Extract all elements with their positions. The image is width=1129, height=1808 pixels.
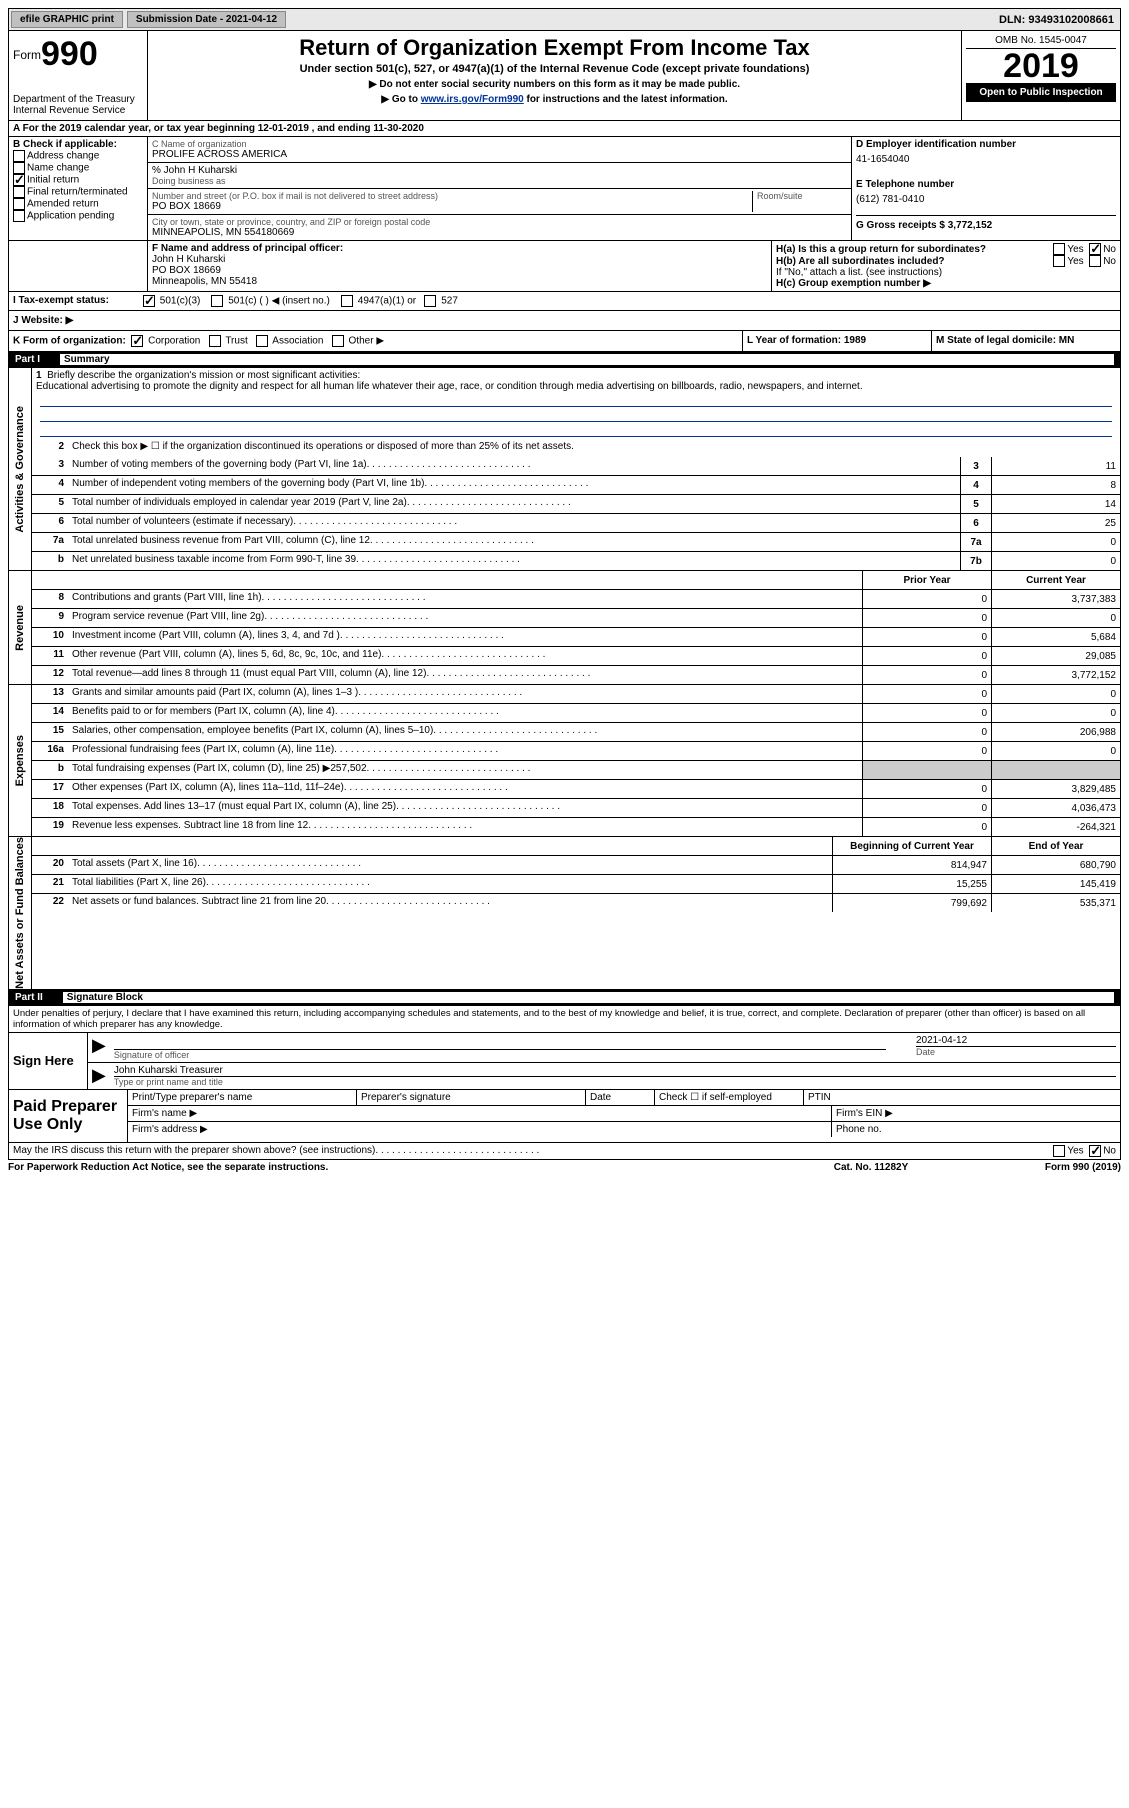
table-row: b Total fundraising expenses (Part IX, c… [32,761,1120,780]
line-a: A For the 2019 calendar year, or tax yea… [8,121,1121,137]
form-header: Form990 Department of the Treasury Inter… [8,31,1121,121]
table-row: 14 Benefits paid to or for members (Part… [32,704,1120,723]
dept-treasury: Department of the Treasury [13,94,143,105]
table-row: 7a Total unrelated business revenue from… [32,533,1120,552]
top-bar: efile GRAPHIC print Submission Date - 20… [8,8,1121,31]
table-row: 4 Number of independent voting members o… [32,476,1120,495]
table-row: 12 Total revenue—add lines 8 through 11 … [32,666,1120,684]
instr-ssn: ▶ Do not enter social security numbers o… [152,79,957,90]
signature-block: Under penalties of perjury, I declare th… [8,1006,1121,1090]
table-row: 10 Investment income (Part VIII, column … [32,628,1120,647]
dln: DLN: 93493102008661 [999,14,1118,26]
table-row: 9 Program service revenue (Part VIII, li… [32,609,1120,628]
website-row: J Website: ▶ [8,311,1121,331]
table-row: 3 Number of voting members of the govern… [32,457,1120,476]
instr-link: ▶ Go to www.irs.gov/Form990 for instruct… [152,94,957,105]
net-assets-section: Net Assets or Fund Balances Beginning of… [8,837,1121,990]
section-b: B Check if applicable: Address change Na… [9,137,147,240]
irs-discuss-row: May the IRS discuss this return with the… [8,1143,1121,1160]
table-row: 16a Professional fundraising fees (Part … [32,742,1120,761]
table-row: 17 Other expenses (Part IX, column (A), … [32,780,1120,799]
irs-label: Internal Revenue Service [13,105,143,116]
k-l-m-row: K Form of organization: Corporation Trus… [8,331,1121,352]
section-c: C Name of organization PROLIFE ACROSS AM… [147,137,852,240]
submission-date: Submission Date - 2021-04-12 [127,11,286,28]
table-row: 18 Total expenses. Add lines 13–17 (must… [32,799,1120,818]
table-row: 20 Total assets (Part X, line 16) 814,94… [32,856,1120,875]
part2-header: Part II Signature Block [8,990,1121,1006]
form990-link[interactable]: www.irs.gov/Form990 [421,94,524,105]
table-row: 19 Revenue less expenses. Subtract line … [32,818,1120,836]
paid-preparer-block: Paid Preparer Use Only Print/Type prepar… [8,1090,1121,1143]
efile-label: efile GRAPHIC print [11,11,123,28]
table-row: 8 Contributions and grants (Part VIII, l… [32,590,1120,609]
table-row: 6 Total number of volunteers (estimate i… [32,514,1120,533]
table-row: 5 Total number of individuals employed i… [32,495,1120,514]
table-row: 15 Salaries, other compensation, employe… [32,723,1120,742]
revenue-section: Revenue Prior Year Current Year 8 Contri… [8,571,1121,685]
open-inspection: Open to Public Inspection [966,83,1116,102]
form-label: Form990 [13,35,143,74]
table-row: 11 Other revenue (Part VIII, column (A),… [32,647,1120,666]
form-title: Return of Organization Exempt From Incom… [152,35,957,61]
officer-h-block: F Name and address of principal officer:… [8,241,1121,292]
part1-header: Part I Summary [8,352,1121,368]
tax-status-row: I Tax-exempt status: 501(c)(3) 501(c) ( … [8,292,1121,311]
expenses-section: Expenses 13 Grants and similar amounts p… [8,685,1121,837]
table-row: 22 Net assets or fund balances. Subtract… [32,894,1120,912]
tax-year: 2019 [966,49,1116,83]
section-deg: D Employer identification number 41-1654… [852,137,1120,240]
table-row: b Net unrelated business taxable income … [32,552,1120,570]
footer-final: For Paperwork Reduction Act Notice, see … [8,1160,1121,1175]
table-row: 13 Grants and similar amounts paid (Part… [32,685,1120,704]
entity-block: B Check if applicable: Address change Na… [8,137,1121,241]
table-row: 21 Total liabilities (Part X, line 26) 1… [32,875,1120,894]
form-subtitle: Under section 501(c), 527, or 4947(a)(1)… [152,63,957,75]
governance-section: Activities & Governance 1 Briefly descri… [8,368,1121,571]
